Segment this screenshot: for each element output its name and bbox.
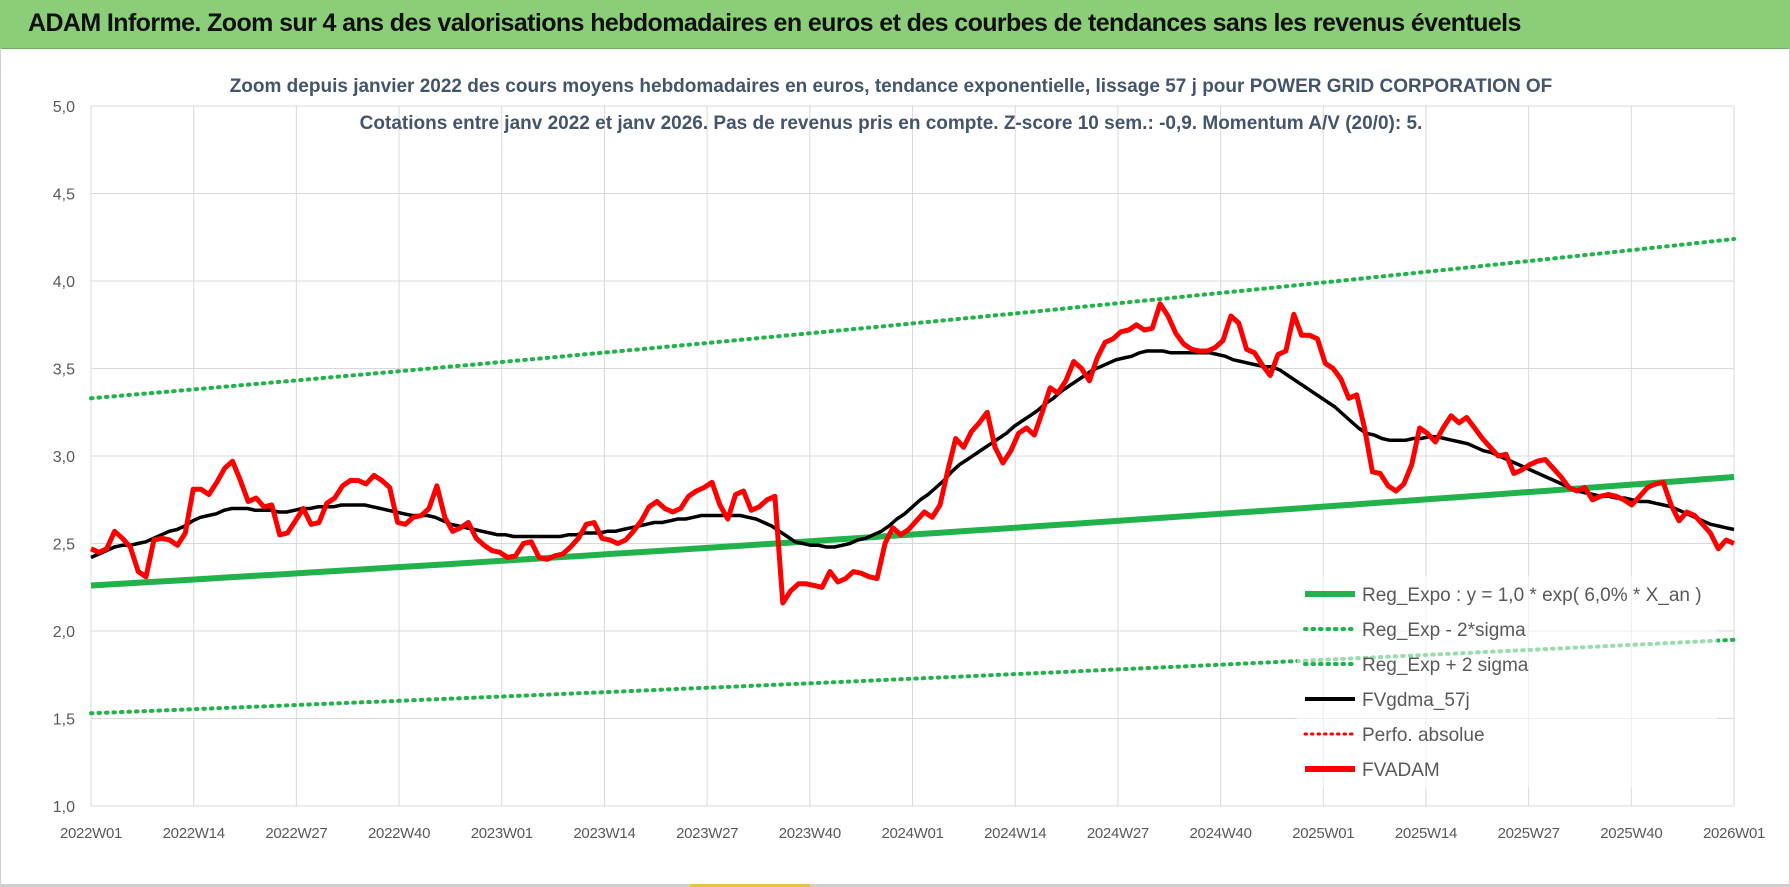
x-tick-label: 2022W27 xyxy=(265,825,327,842)
y-tick-label: 2,0 xyxy=(53,624,75,641)
y-tick-label: 3,5 xyxy=(53,362,75,379)
chart-series xyxy=(89,237,1736,716)
legend-label: Perfo. absolue xyxy=(1362,725,1485,746)
y-tick-label: 1,5 xyxy=(53,712,75,729)
y-tick-label: 3,0 xyxy=(53,449,75,466)
legend-label: FVADAM xyxy=(1362,760,1440,781)
x-tick-label: 2023W27 xyxy=(676,825,738,842)
x-tick-label: 2023W40 xyxy=(779,825,841,842)
legend-label: Reg_Exp - 2*sigma xyxy=(1362,620,1526,641)
x-tick-label: 2024W01 xyxy=(881,825,943,842)
x-tick-label: 2022W01 xyxy=(60,825,122,842)
x-tick-label: 2024W40 xyxy=(1190,825,1252,842)
chart-grid xyxy=(90,105,1735,807)
report-banner: ADAM Informe. Zoom sur 4 ans des valoris… xyxy=(0,0,1790,49)
y-tick-label: 4,0 xyxy=(53,274,75,291)
y-tick-label: 2,5 xyxy=(53,537,75,554)
bottom-accent xyxy=(690,884,810,887)
x-tick-label: 2024W27 xyxy=(1087,825,1149,842)
legend-background xyxy=(1297,576,1717,788)
x-tick-label: 2022W14 xyxy=(163,825,225,842)
y-tick-label: 5,0 xyxy=(53,99,75,116)
y-axis: 5,0 4,5 4,0 3,5 3,0 2,5 2,0 1,5 1,0 xyxy=(53,99,75,816)
x-tick-label: 2026W01 xyxy=(1703,825,1765,842)
regression-line xyxy=(90,474,1735,589)
y-tick-label: 1,0 xyxy=(53,799,75,816)
legend-label: Reg_Expo : y = 1,0 * exp( 6,0% * X_an ) xyxy=(1362,585,1702,606)
x-tick-label: 2024W14 xyxy=(984,825,1046,842)
fvadam-line xyxy=(89,301,1736,606)
x-tick-label: 2023W14 xyxy=(573,825,635,842)
chart-legend: Reg_Expo : y = 1,0 * exp( 6,0% * X_an ) R… xyxy=(1297,576,1717,788)
legend-label: FVgdma_57j xyxy=(1362,690,1470,711)
upper-band-line xyxy=(89,237,1736,401)
report-title: ADAM Informe. Zoom sur 4 ans des valoris… xyxy=(28,9,1521,37)
x-axis: 2022W01 2022W14 2022W27 2022W40 2023W01 2023W… xyxy=(60,825,1765,842)
x-tick-label: 2025W40 xyxy=(1600,825,1662,842)
x-tick-label: 2022W40 xyxy=(368,825,430,842)
x-tick-label: 2023W01 xyxy=(471,825,533,842)
bottom-border xyxy=(0,884,1790,887)
chart-title-line2: Cotations entre janv 2022 et janv 2026. … xyxy=(360,113,1423,134)
y-tick-label: 4,5 xyxy=(53,187,75,204)
x-tick-label: 2025W27 xyxy=(1498,825,1560,842)
x-tick-label: 2025W01 xyxy=(1292,825,1354,842)
x-tick-label: 2025W14 xyxy=(1395,825,1457,842)
chart-title-line1: Zoom depuis janvier 2022 des cours moyen… xyxy=(230,76,1553,97)
legend-label: Reg_Exp + 2 sigma xyxy=(1362,655,1529,676)
fvgdma-line xyxy=(90,349,1735,560)
